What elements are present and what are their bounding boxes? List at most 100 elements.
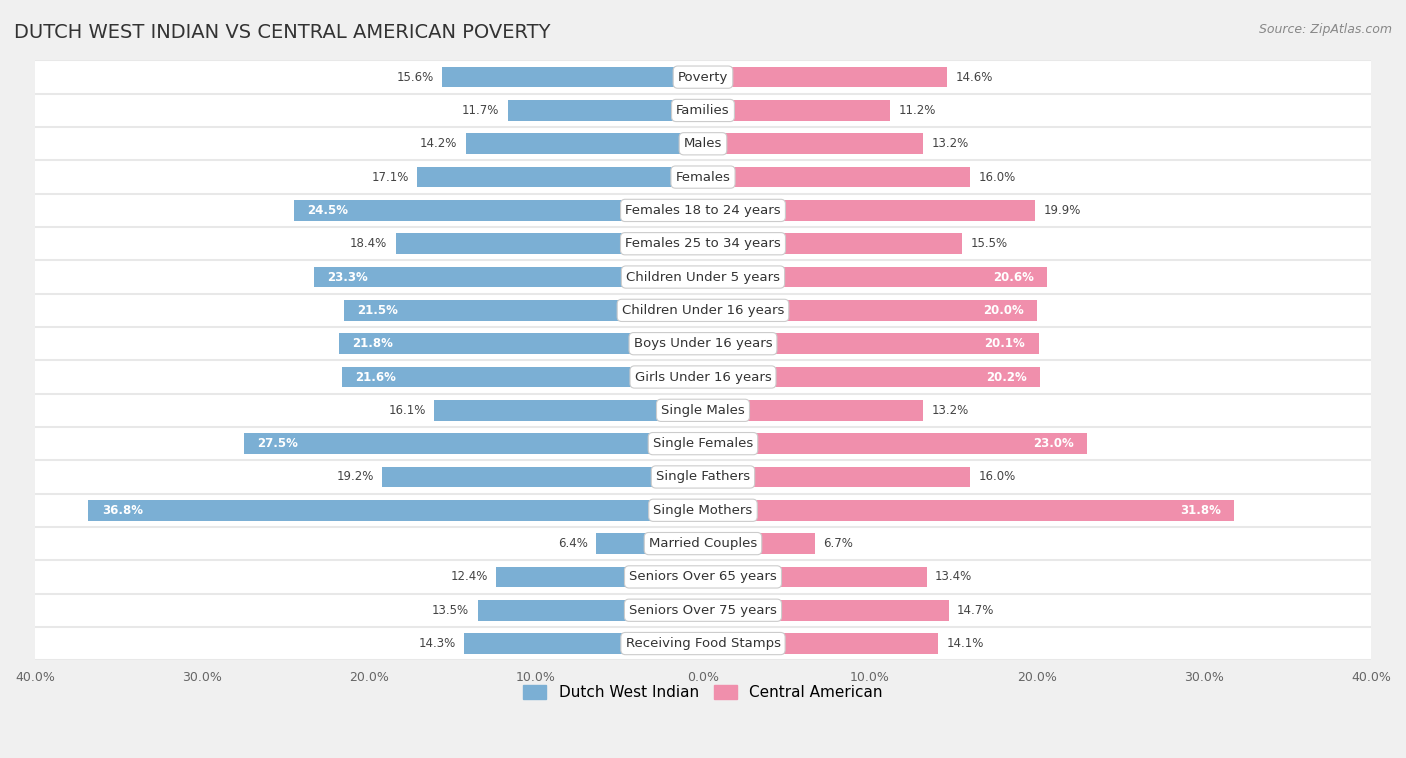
Text: 11.2%: 11.2% [898,104,936,117]
Bar [35,527,1371,560]
Text: Source: ZipAtlas.com: Source: ZipAtlas.com [1258,23,1392,36]
Bar [314,267,703,287]
Text: Poverty: Poverty [678,70,728,83]
Text: 16.0%: 16.0% [979,471,1015,484]
Text: Married Couples: Married Couples [650,537,756,550]
Bar [35,627,1371,660]
Text: 15.6%: 15.6% [396,70,434,83]
Text: 13.4%: 13.4% [935,571,973,584]
Bar [35,194,1371,227]
Bar [703,534,815,554]
Text: 24.5%: 24.5% [307,204,349,217]
Text: Children Under 5 years: Children Under 5 years [626,271,780,283]
Bar [35,560,1371,594]
Bar [418,167,703,187]
Text: 14.7%: 14.7% [957,603,994,617]
Bar [339,334,703,354]
Text: Females 18 to 24 years: Females 18 to 24 years [626,204,780,217]
Bar [35,460,1371,493]
Bar [703,200,1035,221]
Bar [395,233,703,254]
Text: Receiving Food Stamps: Receiving Food Stamps [626,637,780,650]
Bar [464,633,703,654]
Bar [35,261,1371,293]
Text: 12.4%: 12.4% [450,571,488,584]
Text: 16.1%: 16.1% [388,404,426,417]
Bar [35,127,1371,161]
Bar [703,633,938,654]
Legend: Dutch West Indian, Central American: Dutch West Indian, Central American [517,679,889,706]
Text: 14.2%: 14.2% [420,137,457,150]
Text: 15.5%: 15.5% [970,237,1007,250]
Bar [89,500,703,521]
Text: Seniors Over 75 years: Seniors Over 75 years [628,603,778,617]
Bar [496,566,703,587]
Text: 23.3%: 23.3% [328,271,368,283]
Text: Children Under 16 years: Children Under 16 years [621,304,785,317]
Text: 20.2%: 20.2% [986,371,1026,384]
Text: 13.5%: 13.5% [432,603,470,617]
Bar [35,227,1371,261]
Text: 20.6%: 20.6% [993,271,1033,283]
Text: 14.1%: 14.1% [946,637,984,650]
Text: 6.4%: 6.4% [558,537,588,550]
Text: 16.0%: 16.0% [979,171,1015,183]
Bar [342,367,703,387]
Text: 36.8%: 36.8% [101,504,143,517]
Text: 19.2%: 19.2% [336,471,374,484]
Text: Single Fathers: Single Fathers [657,471,749,484]
Bar [243,434,703,454]
Text: 13.2%: 13.2% [932,137,969,150]
Text: 23.0%: 23.0% [1033,437,1074,450]
Text: 11.7%: 11.7% [461,104,499,117]
Bar [294,200,703,221]
Bar [703,367,1040,387]
Text: 19.9%: 19.9% [1043,204,1081,217]
Text: Males: Males [683,137,723,150]
Text: 14.3%: 14.3% [419,637,456,650]
Bar [703,500,1234,521]
Text: 18.4%: 18.4% [350,237,387,250]
Bar [382,467,703,487]
Text: Seniors Over 65 years: Seniors Over 65 years [628,571,778,584]
Text: 31.8%: 31.8% [1180,504,1220,517]
Bar [703,167,970,187]
Bar [703,100,890,121]
Text: Boys Under 16 years: Boys Under 16 years [634,337,772,350]
Bar [703,300,1038,321]
Bar [344,300,703,321]
Bar [35,594,1371,627]
Bar [35,493,1371,527]
Text: 20.1%: 20.1% [984,337,1025,350]
Text: 21.8%: 21.8% [353,337,394,350]
Bar [703,233,962,254]
Bar [434,400,703,421]
Bar [35,327,1371,360]
Text: Girls Under 16 years: Girls Under 16 years [634,371,772,384]
Bar [508,100,703,121]
Bar [35,94,1371,127]
Text: DUTCH WEST INDIAN VS CENTRAL AMERICAN POVERTY: DUTCH WEST INDIAN VS CENTRAL AMERICAN PO… [14,23,551,42]
Text: Females 25 to 34 years: Females 25 to 34 years [626,237,780,250]
Bar [35,427,1371,460]
Bar [703,434,1087,454]
Text: 27.5%: 27.5% [257,437,298,450]
Text: Families: Families [676,104,730,117]
Text: 13.2%: 13.2% [932,404,969,417]
Bar [443,67,703,87]
Bar [703,133,924,154]
Bar [703,566,927,587]
Bar [478,600,703,621]
Text: Single Males: Single Males [661,404,745,417]
Text: Single Females: Single Females [652,437,754,450]
Bar [703,600,949,621]
Bar [596,534,703,554]
Text: 21.6%: 21.6% [356,371,396,384]
Bar [703,467,970,487]
Text: 14.6%: 14.6% [955,70,993,83]
Bar [35,393,1371,427]
Bar [35,360,1371,393]
Bar [703,334,1039,354]
Bar [35,61,1371,94]
Bar [703,67,946,87]
